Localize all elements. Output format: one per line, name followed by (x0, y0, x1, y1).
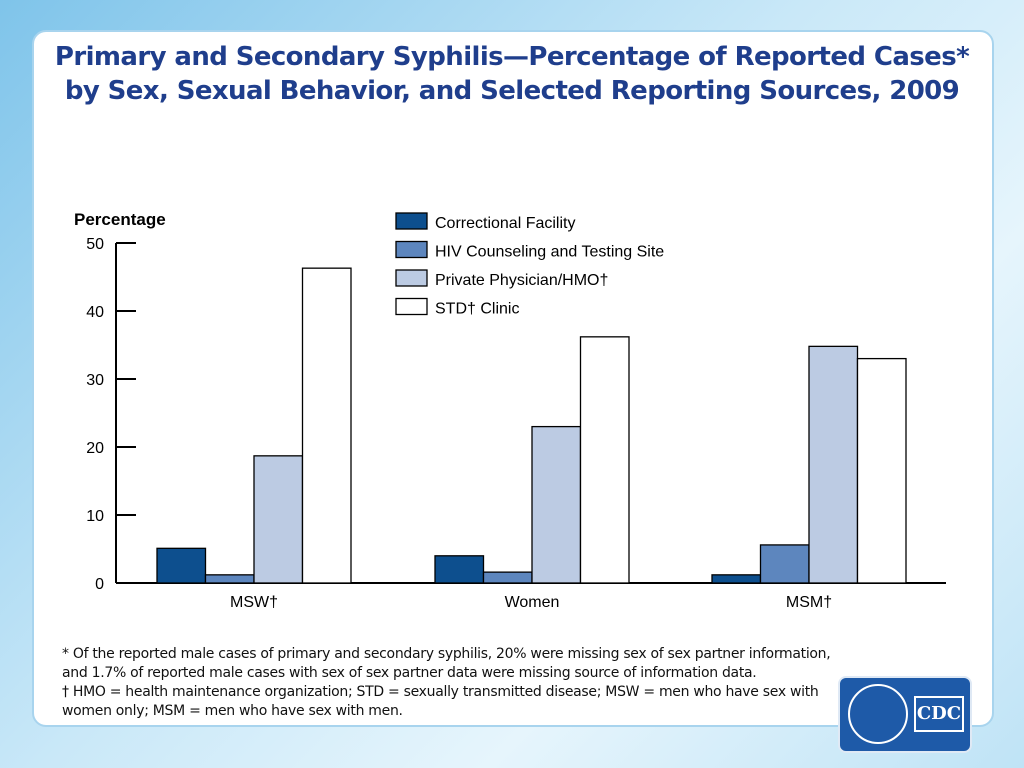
title-line-1: Primary and Secondary Syphilis—Percentag… (54, 42, 970, 72)
bar (301, 267, 352, 584)
y-tick-label: 10 (86, 508, 104, 525)
bar (531, 425, 582, 584)
y-tick-label: 0 (95, 576, 104, 593)
chart-bars (156, 267, 907, 584)
bar (808, 345, 859, 584)
bar (856, 357, 907, 584)
y-tick-label: 30 (86, 372, 104, 389)
legend-label: STD† Clinic (435, 301, 519, 318)
legend-swatch (395, 240, 428, 259)
footnote-line-4: women only; MSM = men who have sex with … (62, 703, 403, 719)
y-axis-label: Percentage (74, 210, 166, 229)
chart-title: Primary and Secondary Syphilis—Percentag… (0, 40, 1024, 108)
bar (253, 455, 304, 584)
legend-label: HIV Counseling and Testing Site (435, 244, 664, 261)
bar (156, 547, 207, 584)
legend-label: Private Physician/HMO† (435, 272, 608, 289)
hhs-eagle-seal-icon (848, 684, 908, 744)
bar (434, 555, 485, 584)
cdc-logo-text: CDC (914, 696, 964, 732)
footnotes: * Of the reported male cases of primary … (62, 645, 842, 721)
chart-legend: Correctional Facility HIV Counseling and … (395, 212, 664, 318)
bar (482, 571, 533, 584)
x-tick-label: MSW† (230, 594, 278, 611)
y-tick-label: 40 (86, 304, 104, 321)
x-tick-label: Women (505, 594, 560, 611)
bar (579, 336, 630, 584)
footnote-line-1: * Of the reported male cases of primary … (62, 646, 831, 662)
bar (204, 574, 255, 584)
cdc-logo: CDC (838, 676, 972, 753)
x-tick-label: MSM† (786, 594, 832, 611)
bar (759, 544, 810, 584)
legend-swatch (395, 297, 428, 316)
legend-swatch (395, 212, 428, 230)
footnote-line-3: † HMO = health maintenance organization;… (62, 684, 819, 700)
y-tick-label: 20 (86, 440, 104, 457)
legend-label: Correctional Facility (435, 215, 575, 232)
y-tick-label: 50 (86, 236, 104, 253)
title-line-2: by Sex, Sexual Behavior, and Selected Re… (64, 76, 960, 106)
footnote-line-2: and 1.7% of reported male cases with sex… (62, 665, 757, 681)
bar (711, 574, 762, 584)
legend-swatch (395, 269, 428, 287)
